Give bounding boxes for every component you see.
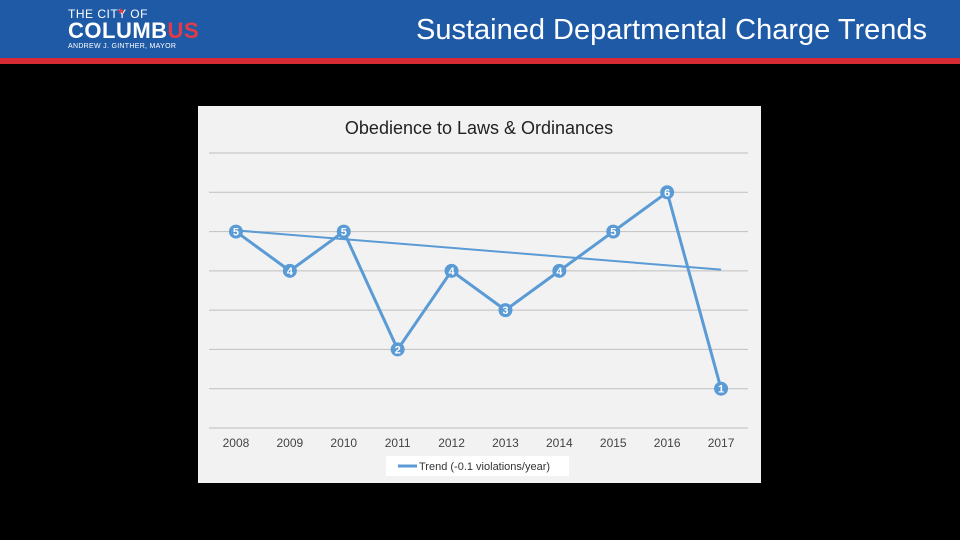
x-tick-label: 2013: [492, 436, 519, 450]
data-point: [714, 381, 729, 396]
x-tick-label: 2008: [223, 436, 250, 450]
data-label: 2: [395, 344, 401, 356]
city-logo[interactable]: THE CITY OF COLUMBUS ANDREW J. GINTHER, …: [68, 8, 199, 51]
data-point: [498, 303, 513, 318]
line-chart: Obedience to Laws & Ordinances 5 4 5 2 4 3 4 5 6…: [209, 118, 748, 476]
legend-box: [386, 456, 569, 476]
data-point: [336, 224, 351, 239]
data-point: [552, 263, 567, 278]
logo-sub-text: ANDREW J. GINTHER, MAYOR: [68, 43, 177, 50]
trend-line: [235, 229, 722, 271]
x-tick-label: 2016: [654, 436, 681, 450]
logo-top-text: THE CITY OF: [68, 7, 148, 21]
data-point: [606, 224, 621, 239]
header-bar: THE CITY OF COLUMBUS ANDREW J. GINTHER, …: [0, 0, 960, 58]
data-label: 3: [502, 305, 508, 317]
data-point: [444, 263, 459, 278]
data-label: 5: [341, 227, 347, 239]
x-tick-label: 2011: [385, 436, 411, 450]
header-stripe: [0, 58, 960, 64]
data-point: [390, 342, 405, 357]
legend-label: Trend (-0.1 violations/year): [419, 461, 550, 473]
x-tick-label: 2017: [708, 436, 735, 450]
x-tick-label: 2014: [546, 436, 573, 450]
x-tick-label: 2015: [600, 436, 627, 450]
data-label: 5: [233, 227, 239, 239]
chart-panel: Obedience to Laws & Ordinances 5 4 5 2 4 3 4 5 6…: [198, 106, 761, 483]
data-label: 4: [556, 266, 563, 278]
page-title: Sustained Departmental Charge Trends: [415, 14, 927, 46]
data-label: 4: [448, 266, 455, 278]
data-point: [228, 224, 243, 239]
data-label: 1: [718, 384, 724, 396]
chart-title: Obedience to Laws & Ordinances: [345, 118, 613, 138]
series-line: [235, 190, 723, 390]
data-label: 5: [610, 227, 616, 239]
data-label: 4: [287, 266, 294, 278]
data-point: [282, 263, 297, 278]
x-tick-label: 2010: [330, 436, 357, 450]
x-tick-label: 2009: [276, 436, 303, 450]
data-label: 6: [664, 187, 670, 199]
data-point: [660, 185, 675, 200]
logo-main-text: COLUMBUS: [68, 18, 200, 43]
star-icon: ★: [117, 6, 126, 16]
x-tick-label: 2012: [438, 436, 465, 450]
